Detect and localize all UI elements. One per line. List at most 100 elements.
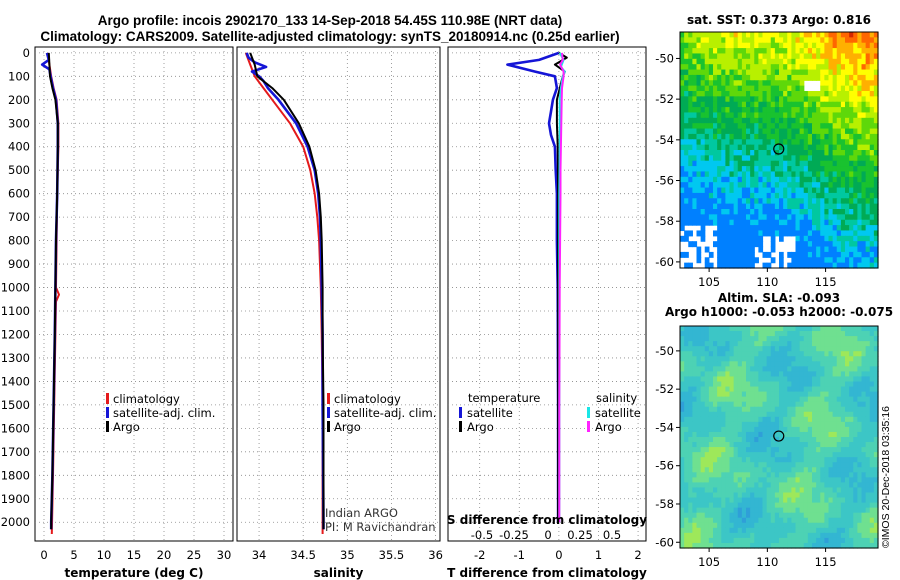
map-cell xyxy=(820,74,825,81)
map-cell xyxy=(812,437,817,443)
x-tick-label: 34.5 xyxy=(290,548,316,562)
map-cell xyxy=(692,411,698,418)
map-cell xyxy=(692,406,698,413)
map-cell xyxy=(708,262,714,269)
map-cell xyxy=(746,457,751,463)
map-cell xyxy=(717,502,722,509)
map-cell xyxy=(812,171,817,178)
x-tick-label: 10 xyxy=(97,548,112,562)
map-cell xyxy=(692,361,698,367)
map-cell xyxy=(779,160,784,167)
map-cell xyxy=(832,209,838,215)
map-cell xyxy=(816,492,821,499)
map-cell xyxy=(832,497,838,504)
map-cell xyxy=(824,58,830,65)
map-cell xyxy=(680,209,685,215)
map-cell xyxy=(758,411,764,418)
map-cell xyxy=(750,85,755,92)
map-cell xyxy=(713,58,718,65)
legend-label: climatology xyxy=(113,392,180,406)
map-cell xyxy=(861,101,867,108)
map-cell xyxy=(746,381,751,388)
depth-tick-label: 600 xyxy=(8,187,30,201)
map-cell xyxy=(816,467,821,473)
map-cell xyxy=(774,96,780,103)
map-cell xyxy=(737,457,743,463)
map-cell xyxy=(873,246,879,253)
map-cell xyxy=(766,101,772,108)
map-cell xyxy=(696,326,702,332)
map-cell xyxy=(816,477,821,484)
map-cell xyxy=(845,230,850,237)
map-cell xyxy=(857,537,863,544)
map-cell xyxy=(791,101,797,108)
map-cell xyxy=(762,42,768,49)
map-cell xyxy=(803,160,809,167)
map-cell xyxy=(750,386,755,393)
map-cell xyxy=(721,112,726,119)
map-cell xyxy=(816,112,821,119)
map-cell xyxy=(791,467,797,473)
map-cell xyxy=(791,176,797,183)
map-cell xyxy=(741,107,747,114)
map-cell xyxy=(762,117,768,124)
map-cell xyxy=(725,386,731,393)
map-cell xyxy=(746,123,751,130)
map-cell xyxy=(816,522,821,529)
map-cell xyxy=(696,507,702,514)
map-cell xyxy=(840,166,846,173)
map-cell xyxy=(758,96,764,103)
map-cell xyxy=(737,452,743,458)
map-cell xyxy=(832,80,838,87)
map-cell xyxy=(766,537,772,544)
map-cell xyxy=(869,537,875,544)
map-cell xyxy=(741,482,747,489)
map-cell xyxy=(733,262,739,269)
map-cell xyxy=(733,64,739,71)
map-cell xyxy=(787,386,792,393)
map-cell xyxy=(737,462,743,468)
map-cell xyxy=(733,497,739,504)
map-cell xyxy=(795,155,801,162)
map-cell xyxy=(807,542,813,549)
map-cell xyxy=(725,517,731,524)
map-cell xyxy=(741,144,747,151)
map-cell xyxy=(812,182,817,189)
map-cell xyxy=(737,527,743,534)
map-cell xyxy=(791,64,797,71)
map-cell xyxy=(865,171,871,178)
map-cell xyxy=(853,522,858,529)
map-cell xyxy=(836,391,842,398)
map-cell xyxy=(684,139,689,146)
map-cell xyxy=(692,96,698,103)
map-cell xyxy=(725,376,731,383)
map-cell xyxy=(857,356,863,362)
map-cell xyxy=(865,482,871,489)
map-cell xyxy=(708,123,714,130)
map-cell xyxy=(832,406,838,413)
map-cell xyxy=(762,192,768,199)
map-cell xyxy=(696,192,702,199)
map-cell xyxy=(812,411,817,418)
map-cell xyxy=(840,452,846,458)
map-cell xyxy=(840,351,846,357)
map-cell xyxy=(700,356,706,362)
map-cell xyxy=(812,346,817,352)
map-cell xyxy=(840,442,846,448)
map-cell xyxy=(692,192,698,199)
map-cell xyxy=(688,462,693,468)
map-cell xyxy=(779,182,784,189)
map-cell xyxy=(857,426,863,433)
map-cell xyxy=(762,462,768,468)
map-cell xyxy=(853,361,858,367)
map-cell xyxy=(688,502,693,509)
map-cell xyxy=(845,431,850,438)
map-cell xyxy=(807,155,813,162)
map-cell xyxy=(803,542,809,549)
map-cell xyxy=(824,537,830,544)
map-cell xyxy=(836,171,842,178)
map-cell xyxy=(828,371,834,378)
map-cell xyxy=(779,462,784,468)
map-cell xyxy=(770,416,776,423)
s-tick-label: 0.5 xyxy=(603,528,621,542)
